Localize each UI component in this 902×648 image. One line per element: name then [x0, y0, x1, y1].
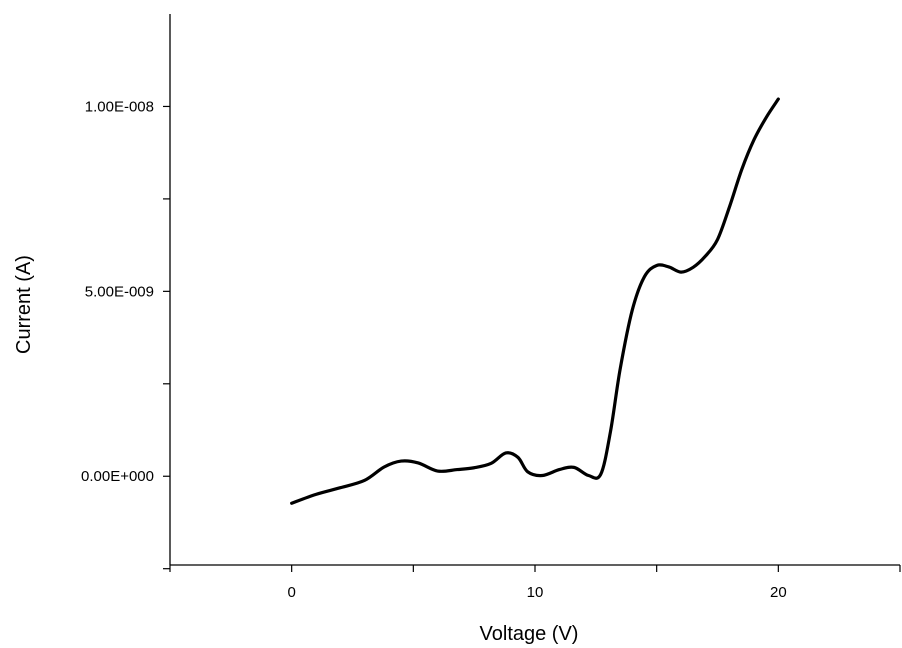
x-tick-label: 0 — [287, 584, 295, 601]
y-tick-label: 1.00E-008 — [85, 98, 154, 115]
x-tick-label: 20 — [770, 584, 787, 601]
y-tick-label: 0.00E+000 — [81, 468, 154, 485]
series-line — [290, 97, 780, 505]
axes — [169, 14, 900, 566]
x-tick-label: 10 — [527, 584, 544, 601]
series-layer — [290, 97, 780, 505]
y-axis-title: Current (A) — [13, 255, 35, 354]
ticks: 0 10 20 0.00E+000 5.00E-009 1.00E-008 — [81, 98, 901, 601]
y-tick-label: 5.00E-009 — [85, 283, 154, 300]
x-axis-title: Voltage (V) — [480, 623, 579, 645]
